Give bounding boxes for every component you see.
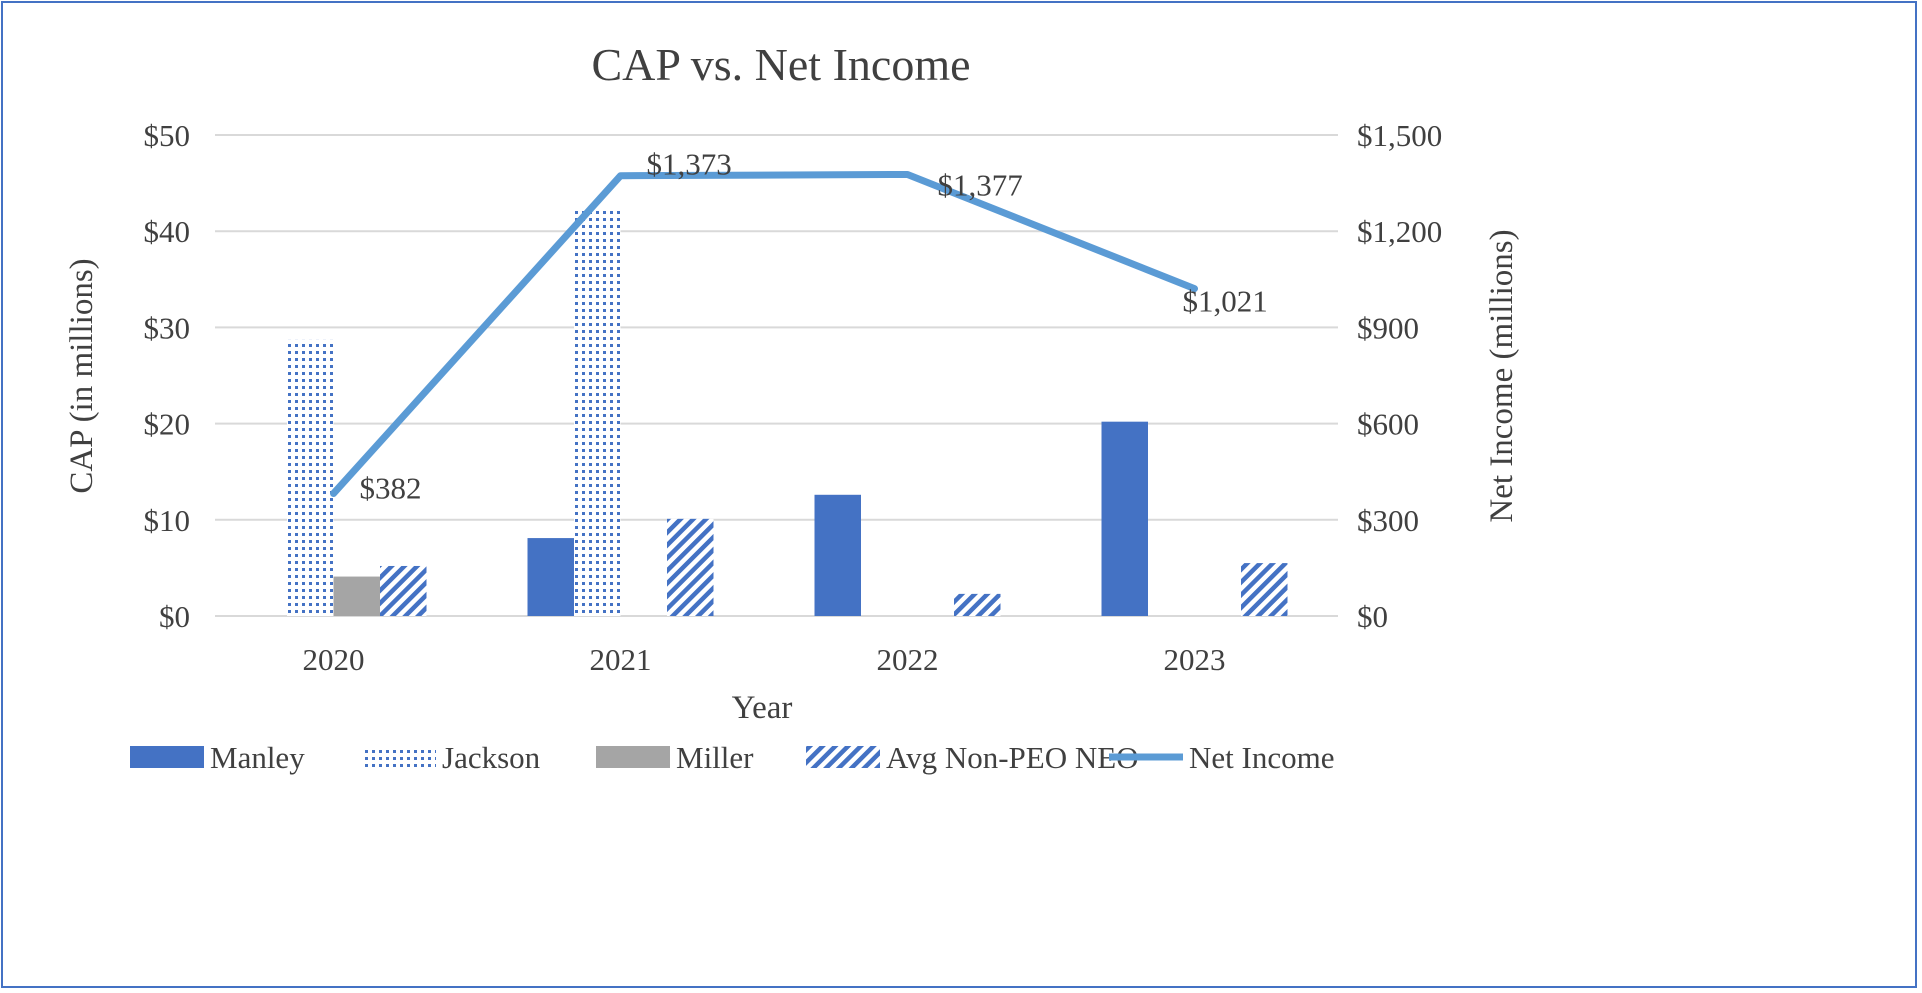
legend-label: Manley — [210, 740, 305, 775]
x-tick-label: 2022 — [877, 642, 939, 677]
legend-label: Net Income — [1189, 740, 1334, 775]
x-tick-label: 2020 — [303, 642, 365, 677]
x-tick-label: 2021 — [590, 642, 652, 677]
y-tick-label: $30 — [144, 310, 191, 345]
data-label-net-income: $382 — [360, 471, 422, 506]
bar-jackson-2020 — [287, 339, 334, 616]
bar-manley-2023 — [1101, 421, 1148, 616]
y-tick-label: $50 — [144, 118, 191, 153]
y2-tick-label: $300 — [1357, 503, 1419, 538]
bar-miller-2020 — [333, 576, 380, 616]
legend-swatch — [596, 746, 670, 768]
y-tick-label: $20 — [144, 407, 191, 442]
data-label-net-income: $1,021 — [1183, 284, 1268, 319]
y2-tick-label: $0 — [1357, 599, 1388, 634]
legend-swatch — [362, 746, 436, 768]
data-label-net-income: $1,377 — [938, 167, 1023, 202]
bar-manley-2022 — [814, 494, 861, 616]
line-net-income — [330, 170, 1198, 498]
y-axis-title: CAP (in millions) — [64, 258, 100, 493]
y-tick-label: $0 — [159, 599, 190, 634]
y2-tick-label: $1,500 — [1357, 118, 1442, 153]
data-label-net-income: $1,373 — [647, 147, 732, 182]
chart-title: CAP vs. Net Income — [591, 39, 970, 90]
legend-label: Miller — [676, 740, 754, 775]
legend-label: Avg Non-PEO NEO — [886, 740, 1139, 775]
bar-manley-2021 — [527, 538, 574, 616]
y2-tick-label: $900 — [1357, 310, 1419, 345]
y2-axis-title: Net Income (millions) — [1484, 229, 1520, 522]
y-tick-label: $40 — [144, 214, 191, 249]
bar-avg-non-peo-neo-2023 — [1241, 563, 1288, 616]
legend-swatch — [806, 746, 880, 768]
x-tick-label: 2023 — [1164, 642, 1226, 677]
x-axis-title: Year — [732, 690, 793, 726]
bar-avg-non-peo-neo-2022 — [954, 593, 1001, 616]
legend-label: Jackson — [442, 740, 541, 775]
bar-jackson-2021 — [574, 210, 621, 617]
bar-avg-non-peo-neo-2020 — [380, 565, 427, 616]
y2-tick-label: $1,200 — [1357, 214, 1442, 249]
legend-swatch — [130, 746, 204, 768]
bar-avg-non-peo-neo-2021 — [667, 518, 714, 616]
y-tick-label: $10 — [144, 503, 191, 538]
y2-tick-label: $600 — [1357, 407, 1419, 442]
legend: Manley Jackson Miller Avg Non-PEO NEO Net In… — [130, 740, 1334, 775]
